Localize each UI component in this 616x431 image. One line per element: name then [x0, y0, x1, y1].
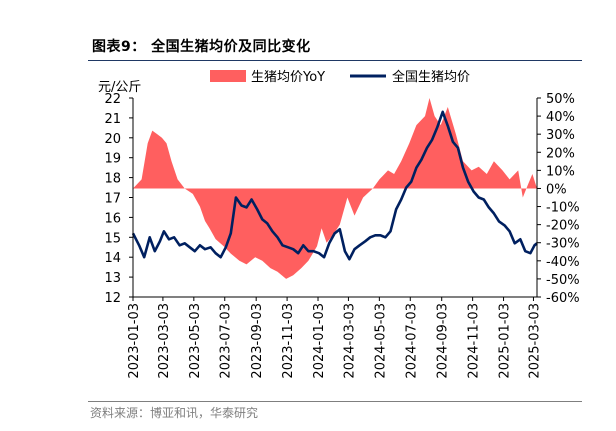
yoy-area — [133, 98, 537, 279]
source-note: 资料来源：博亚和讯，华泰研究 — [90, 406, 259, 420]
legend-label-price: 全国生猪均价 — [392, 69, 470, 85]
right-tick-label: 0% — [546, 182, 567, 197]
left-tick-label: 12 — [104, 291, 121, 306]
x-tick-label: 2024-11-03 — [467, 303, 482, 379]
x-tick-label: 2023-09-03 — [250, 303, 265, 379]
x-tick-label: 2024-09-03 — [436, 303, 451, 379]
x-tick-label: 2023-01-03 — [127, 303, 142, 379]
x-tick-label: 2024-03-03 — [342, 303, 357, 379]
left-tick-label: 16 — [104, 211, 121, 226]
title-rule — [88, 60, 582, 61]
x-tick-label: 2025-01-03 — [498, 303, 513, 379]
legend-label-yoy: 生猪均价YoY — [251, 70, 325, 85]
legend-swatch-yoy — [210, 70, 246, 82]
right-tick-label: -30% — [546, 237, 580, 252]
right-tick-label: -60% — [546, 291, 580, 306]
left-tick-label: 13 — [104, 271, 121, 286]
x-tick-label: 2024-07-03 — [404, 303, 419, 379]
left-tick-label: 20 — [104, 132, 121, 147]
left-tick-label: 22 — [104, 92, 121, 107]
x-tick-label: 2023-03-03 — [157, 303, 172, 379]
legend: 生猪均价YoY 全国生猪均价 — [210, 69, 470, 85]
left-tick-label: 15 — [104, 231, 121, 246]
right-tick-label: 50% — [546, 92, 575, 107]
left-tick-label: 18 — [104, 172, 121, 187]
right-tick-label: 40% — [546, 110, 575, 125]
x-tick-label: 2025-03-03 — [527, 303, 542, 379]
price-line-layer — [131, 110, 538, 261]
x-tick-label: 2024-01-03 — [312, 303, 327, 379]
x-tick-label: 2023-07-03 — [219, 303, 234, 379]
right-tick-label: 30% — [546, 128, 575, 143]
footer-rule — [88, 401, 582, 402]
right-tick-label: -40% — [546, 255, 580, 270]
yoy-area-layer — [133, 98, 537, 279]
price-line — [131, 110, 538, 261]
left-tick-label: 21 — [104, 112, 121, 127]
right-tick-label: -20% — [546, 219, 580, 234]
left-tick-label: 17 — [104, 192, 121, 207]
right-tick-label: -50% — [546, 273, 580, 288]
x-tick-label: 2023-11-03 — [281, 303, 296, 379]
right-tick-label: -10% — [546, 201, 580, 216]
x-tick-label: 2024-05-03 — [373, 303, 388, 379]
right-tick-label: 20% — [546, 146, 575, 161]
left-unit-label: 元/公斤 — [98, 80, 141, 95]
left-tick-label: 14 — [104, 251, 121, 266]
axes-layer: 12 13 14 15 16 17 18 19 20 21 22元/公斤 50% 40% 30% 20% 10… — [98, 80, 580, 379]
left-tick-label: 19 — [104, 152, 121, 167]
chart-title: 图表9： 全国生猪均价及同比变化 — [92, 39, 311, 55]
right-tick-label: 10% — [546, 164, 575, 179]
x-tick-label: 2023-05-03 — [188, 303, 203, 379]
